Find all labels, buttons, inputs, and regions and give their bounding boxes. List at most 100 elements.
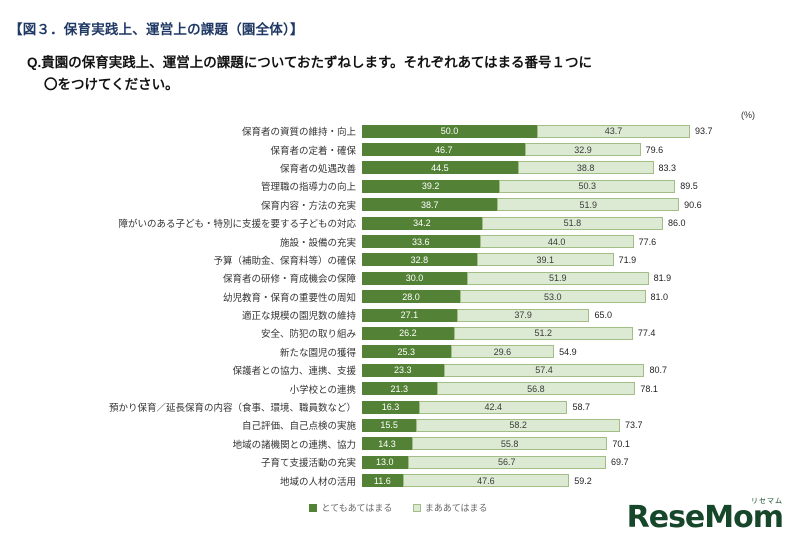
category-label: 障がいのある子ども・特別に支援を要する子どもの対応 [118,219,356,231]
segment-value-label: 51.9 [549,273,567,284]
total-value-label: 81.0 [650,291,669,302]
segment-value-label: 53.0 [543,291,562,302]
bar-segment-strongly-applies: 23.3 [362,363,444,377]
segment-value-label: 33.6 [412,236,430,247]
chart-row: 地域の人材の活用 11.6 47.6 59.2 [8,471,794,489]
segment-value-label: 14.3 [378,438,396,449]
total-value-label: 71.9 [618,254,637,265]
bar-segment-somewhat-applies: 32.9 [525,143,641,157]
segment-value-label: 51.8 [563,218,582,229]
total-value-label: 80.7 [649,365,667,376]
chart-row: 子育て支援活動の充実 13.0 56.7 69.7 [8,453,794,471]
total-value-label: 58.7 [572,402,590,413]
segment-value-label: 38.7 [420,199,439,210]
chart-row: 保護者との協力、連携、支援 23.3 57.4 80.7 [8,361,794,379]
category-label: 予算（補助金、保育料等）の確保 [213,255,356,267]
category-label: 保護者との協力、連携、支援 [232,366,356,378]
percent-axis-label: (%) [741,110,755,120]
chart-row: 管理職の指導力の向上 39.2 50.3 89.5 [8,177,794,195]
chart-row: 保育者の資質の維持・向上 50.0 43.7 93.7 [8,122,794,140]
total-value-label: 65.0 [594,310,613,321]
category-label: 保育者の処遇改善 [279,163,356,175]
total-value-label: 93.7 [694,126,713,137]
category-label: 小学校との連携 [289,384,356,396]
stacked-bar: 33.6 44.0 77.6 [362,235,657,249]
stacked-bar: 50.0 43.7 93.7 [362,124,713,138]
legend: とてもあてはまる まああてはまる [0,501,797,514]
segment-value-label: 42.4 [484,402,502,413]
chart-row: 保育内容・方法の充実 38.7 51.9 90.6 [8,196,794,214]
stacked-bar: 21.3 56.8 78.1 [362,382,658,396]
total-value-label: 69.7 [610,457,629,468]
bar-segment-somewhat-applies: 37.9 [456,308,590,322]
bar-segment-strongly-applies: 34.2 [362,216,482,230]
legend-swatch-strongly-applies [309,503,318,512]
segment-value-label: 15.5 [380,420,398,431]
bar-segment-somewhat-applies: 51.2 [453,326,633,340]
bar-segment-somewhat-applies: 51.9 [467,271,649,285]
bar-segment-somewhat-applies: 42.4 [419,400,568,414]
total-value-label: 83.3 [658,162,677,173]
question-text: Q.貴園の保育実践上、運営上の課題についておたずねします。それぞれあてはまる番号… [27,52,592,95]
bar-segment-strongly-applies: 50.0 [362,124,537,138]
bar-segment-somewhat-applies: 43.7 [537,124,690,138]
chart-row: 施設・設備の充実 33.6 44.0 77.6 [8,232,794,250]
chart-row: 新たな園児の獲得 25.3 29.6 54.9 [8,343,794,361]
bar-segment-strongly-applies: 14.3 [362,437,413,451]
total-value-label: 77.6 [638,236,657,247]
resemom-logo-katakana: リセマム [751,498,783,505]
segment-value-label: 56.8 [527,383,545,394]
stacked-bar: 30.0 51.9 81.9 [362,271,672,285]
stacked-bar: 15.5 58.2 73.7 [362,418,643,432]
stacked-bar: 14.3 55.8 70.1 [362,437,630,451]
bar-segment-somewhat-applies: 55.8 [412,437,608,451]
category-label: 地域の諸機関との連携、協力 [232,439,356,451]
legend-label-somewhat-applies: まああてはまる [424,503,488,513]
legend-swatch-somewhat-applies [412,503,421,512]
bar-segment-somewhat-applies: 51.9 [497,198,680,212]
segment-value-label: 29.6 [493,346,512,357]
total-value-label: 73.7 [624,420,643,431]
bar-segment-strongly-applies: 13.0 [362,455,408,469]
stacked-bar: 46.7 32.9 79.6 [362,143,663,157]
chart-row: 障がいのある子ども・特別に支援を要する子どもの対応 34.2 51.8 86.0 [8,214,794,232]
bar-segment-strongly-applies: 30.0 [362,271,467,285]
stacked-bar: 13.0 56.7 69.7 [362,455,629,469]
segment-value-label: 43.7 [604,126,623,137]
segment-value-label: 16.3 [381,402,400,413]
bar-segment-somewhat-applies: 44.0 [479,235,634,249]
total-value-label: 70.1 [612,438,630,449]
total-value-label: 81.9 [653,273,672,284]
bar-segment-strongly-applies: 33.6 [362,235,480,249]
category-label: 施設・設備の充実 [279,237,356,249]
segment-value-label: 44.0 [547,236,566,247]
bar-chart: 保育者の資質の維持・向上 50.0 43.7 93.7 保育者の定着・確保 46.7 32.… [8,122,794,490]
bar-segment-strongly-applies: 44.5 [362,161,518,175]
segment-value-label: 32.8 [410,254,429,265]
category-label: 保育者の定着・確保 [270,145,356,157]
stacked-bar: 44.5 38.8 83.3 [362,161,677,175]
category-label: 保育者の資質の維持・向上 [241,127,356,139]
bar-segment-somewhat-applies: 53.0 [460,290,646,304]
category-label: 子育て支援活動の充実 [260,458,356,470]
stacked-bar: 34.2 51.8 86.0 [362,216,686,230]
category-label: 地域の人材の活用 [279,476,356,488]
bar-segment-somewhat-applies: 38.8 [517,161,654,175]
segment-value-label: 46.7 [434,144,453,155]
chart-row: 自己評価、自己点検の実施 15.5 58.2 73.7 [8,416,794,434]
segment-value-label: 30.0 [405,273,424,284]
bar-segment-somewhat-applies: 39.1 [476,253,614,267]
stacked-bar: 28.0 53.0 81.0 [362,290,669,304]
legend-item-somewhat-applies: まああてはまる [412,501,488,514]
bar-segment-strongly-applies: 25.3 [362,345,451,359]
legend-item-strongly-applies: とてもあてはまる [309,501,392,514]
segment-value-label: 56.7 [497,457,516,468]
figure-title: 【図３．保育実践上、運営上の課題（園全体）】 [9,22,304,37]
category-label: 適正な規模の園児数の維持 [241,311,356,323]
stacked-bar: 25.3 29.6 54.9 [362,345,577,359]
segment-value-label: 28.0 [402,291,420,302]
segment-value-label: 51.9 [579,199,598,210]
bar-segment-strongly-applies: 32.8 [362,253,477,267]
chart-row: 適正な規模の園児数の維持 27.1 37.9 65.0 [8,306,794,324]
category-label: 自己評価、自己点検の実施 [241,421,356,433]
